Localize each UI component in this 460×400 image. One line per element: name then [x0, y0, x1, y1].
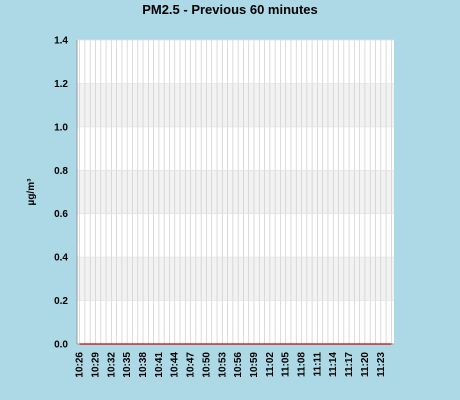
- grid-band: [77, 257, 394, 301]
- x-tick-label: 11:11: [312, 352, 323, 377]
- grid-band: [77, 170, 394, 214]
- x-tick-label: 10:32: [106, 352, 117, 378]
- y-tick-label: 0.8: [54, 166, 68, 177]
- x-tick-label: 11:08: [297, 352, 308, 377]
- x-tick-label: 11:14: [328, 352, 339, 377]
- y-tick-label: 1.4: [54, 36, 68, 47]
- plot-area: 0.0 0.2 0.4 0.6 0.8 1.0 1.2 1.4 10:26 10:29 10:32 1…: [54, 36, 394, 378]
- x-tick-label: 11:20: [360, 352, 371, 377]
- x-tick-label: 10:26: [75, 352, 86, 378]
- y-tick-label: 0.0: [54, 340, 68, 351]
- x-tick-label: 10:50: [201, 352, 212, 378]
- x-tick-label: 10:38: [138, 352, 149, 378]
- y-tick-label: 0.2: [54, 296, 68, 307]
- x-tick-label: 10:35: [122, 352, 133, 378]
- x-tick-label: 10:29: [90, 352, 101, 378]
- x-tick-label: 11:05: [281, 352, 292, 377]
- x-tick-label: 10:47: [186, 352, 197, 378]
- y-tick-label: 1.2: [54, 79, 68, 90]
- x-tick-label: 11:17: [344, 352, 355, 377]
- y-tick-label: 0.4: [54, 253, 68, 264]
- x-tick-label: 10:53: [217, 352, 228, 378]
- y-tick-label: 1.0: [54, 122, 68, 133]
- x-tick-label: 10:59: [249, 352, 260, 378]
- x-tick-label: 11:23: [376, 352, 387, 377]
- y-tick-label: 0.6: [54, 209, 68, 220]
- x-tick-label: 10:41: [154, 352, 165, 378]
- x-tick-label: 11:02: [265, 352, 276, 377]
- y-axis-label: µg/m³: [26, 178, 37, 206]
- grid-band: [77, 83, 394, 127]
- x-tick-label: 10:56: [233, 352, 244, 378]
- chart-title: PM2.5 - Previous 60 minutes: [142, 2, 318, 17]
- x-tick-label: 10:44: [170, 352, 181, 378]
